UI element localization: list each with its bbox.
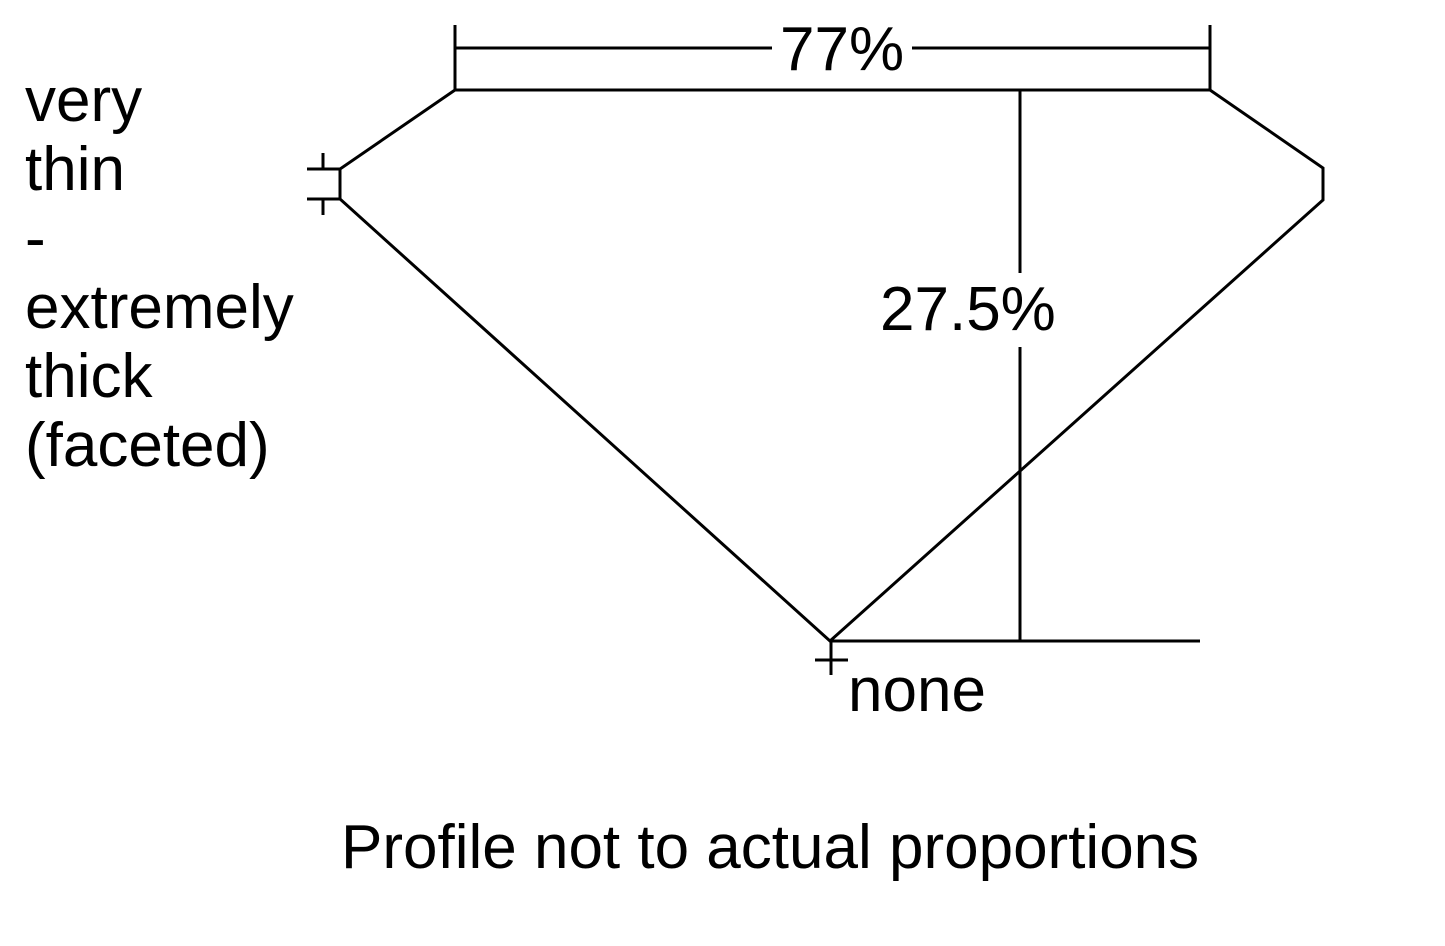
girdle-label-line: extremely — [25, 273, 294, 342]
girdle-label-line: thin — [25, 135, 125, 204]
depth-percent-label: 27.5% — [878, 273, 1058, 347]
culet-label: none — [848, 656, 986, 725]
caption: Profile not to actual proportions — [341, 813, 1200, 882]
gem-outline — [338, 88, 1325, 644]
girdle-label-line: (faceted) — [25, 411, 270, 480]
girdle-label-line: thick — [25, 342, 153, 411]
culet-marker — [815, 641, 848, 675]
girdle-marker — [307, 153, 340, 215]
girdle-label-line: very — [25, 66, 143, 135]
girdle-thickness-label: very thin - extremely thick (faceted) — [25, 66, 294, 480]
girdle-label-line: - — [25, 204, 46, 273]
table-percent-label: 77% — [772, 19, 913, 81]
